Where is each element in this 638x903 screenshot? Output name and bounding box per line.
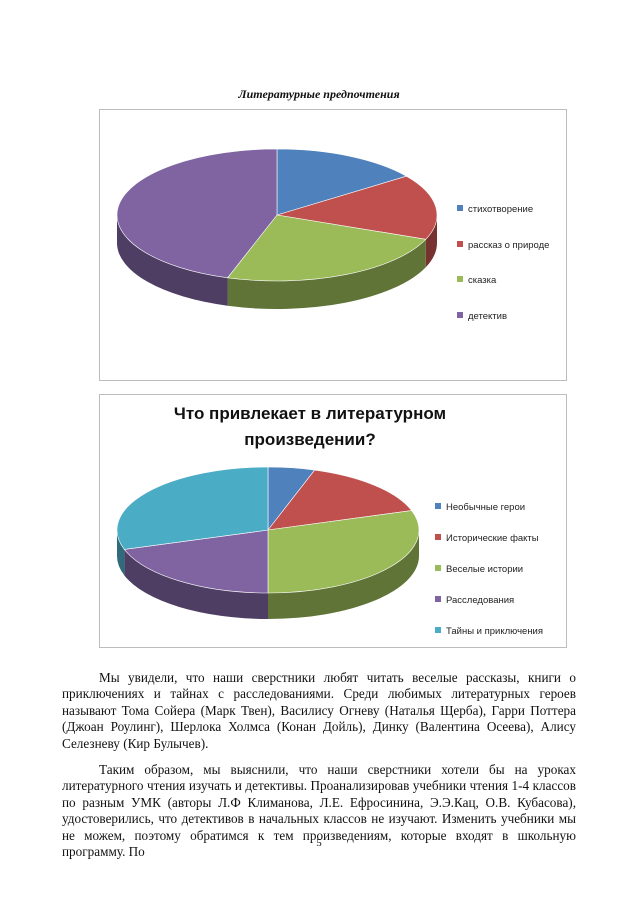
legend-item: Необычные герои — [435, 502, 525, 514]
legend-label: стихотворение — [468, 204, 534, 215]
pie-chart-preferences: стихотворение рассказ о природе сказка дете… — [99, 109, 567, 381]
legend-item: Веселые истории — [435, 564, 523, 576]
pie-slice-1 — [276, 175, 438, 240]
pie-slice-1 — [267, 469, 413, 531]
legend-label: Тайны и приключения — [446, 626, 544, 637]
legend-label: Веселые истории — [446, 564, 524, 575]
legend-label: Расследования — [446, 595, 515, 606]
pie-slice-side — [117, 530, 125, 576]
legend-item: Расследования — [435, 595, 514, 607]
pie-slice-3 — [123, 529, 269, 594]
body-text: Мы увидели, что наши сверстники любят чи… — [62, 670, 576, 870]
pie-tops — [116, 148, 438, 282]
legend-label: рассказ о природе — [468, 239, 550, 251]
pie-slice-side — [117, 215, 228, 306]
pie-slice-3 — [116, 148, 278, 279]
legend-label: Необычные герои — [446, 502, 526, 513]
legend-item: детектив — [457, 311, 507, 323]
pie-slice-4 — [116, 466, 269, 550]
chart-caption: Литературные предпочтения — [238, 87, 400, 101]
legend-swatch — [457, 205, 463, 211]
pie-slice-2 — [267, 510, 420, 594]
page-number: 5 — [316, 837, 322, 849]
legend-swatch — [457, 240, 463, 247]
legend-swatch — [435, 565, 441, 571]
chart-title: Что привлекает в литературном произведен… — [173, 404, 447, 449]
pie-sides — [117, 530, 419, 619]
legend-label: Исторические факты — [446, 533, 539, 544]
pie-slice-0 — [276, 148, 408, 216]
legend-swatch — [435, 534, 441, 540]
legend-label: сказка — [468, 275, 497, 286]
pie-slice-side — [268, 530, 419, 619]
pie-slice-side — [227, 239, 426, 309]
legend-item: Исторические факты — [435, 533, 539, 545]
pie-chart-1-canvas — [116, 148, 438, 309]
legend-swatch — [435, 627, 441, 633]
legend-item: стихотворение — [457, 204, 533, 216]
legend-item: Тайны и приключения — [435, 626, 543, 638]
paragraph: Таким образом, мы выяснили, что наши све… — [62, 762, 576, 860]
pie-chart-2-canvas — [116, 466, 420, 619]
legend-swatch — [435, 596, 441, 602]
pie-slice-2 — [226, 214, 427, 282]
pie-slice-side — [124, 549, 268, 619]
paragraph: Мы увидели, что наши сверстники любят чи… — [62, 670, 576, 751]
legend-swatch — [457, 311, 463, 318]
legend-item: сказка — [457, 275, 496, 287]
pie-chart-attractions: Что привлекает в литературном произведен… — [99, 394, 567, 648]
pie-tops — [116, 466, 420, 594]
legend-swatch — [435, 503, 441, 509]
legend-swatch — [457, 276, 463, 282]
legend-item: рассказ о природе — [457, 240, 549, 252]
legend-label: детектив — [468, 310, 508, 322]
